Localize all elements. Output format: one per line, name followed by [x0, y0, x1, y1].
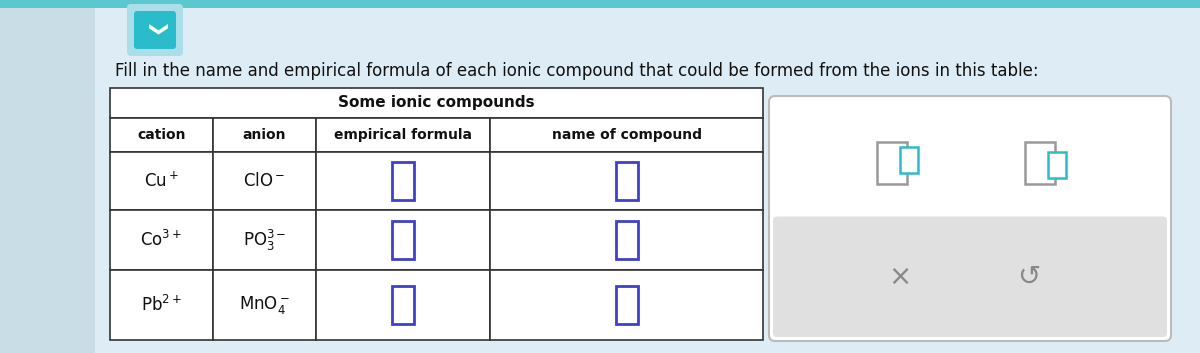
Text: anion: anion: [242, 128, 287, 142]
Bar: [392, 286, 414, 324]
Text: Fill in the name and empirical formula of each ionic compound that could be form: Fill in the name and empirical formula o…: [115, 62, 1039, 80]
Bar: [616, 221, 637, 259]
Text: ↺: ↺: [1016, 263, 1040, 291]
Bar: [214, 152, 316, 210]
Bar: [110, 118, 214, 152]
Bar: [214, 210, 316, 270]
Bar: [490, 152, 763, 210]
Bar: [110, 152, 214, 210]
Text: Co$^{3+}$: Co$^{3+}$: [140, 230, 182, 250]
Text: ClO$^-$: ClO$^-$: [244, 172, 286, 190]
Bar: [214, 118, 316, 152]
Bar: [616, 286, 637, 324]
Text: Cu$^+$: Cu$^+$: [144, 171, 179, 191]
Bar: [900, 147, 918, 173]
Bar: [490, 270, 763, 340]
FancyBboxPatch shape: [769, 96, 1171, 341]
Text: ×: ×: [888, 263, 912, 291]
FancyBboxPatch shape: [773, 216, 1166, 337]
Bar: [616, 162, 637, 200]
Bar: [490, 118, 763, 152]
Bar: [110, 88, 763, 118]
Text: ❯: ❯: [145, 22, 164, 38]
Bar: [110, 210, 214, 270]
Text: Pb$^{2+}$: Pb$^{2+}$: [142, 295, 182, 315]
Bar: [0, 0, 1200, 8]
Bar: [316, 210, 490, 270]
Bar: [490, 210, 763, 270]
Bar: [392, 221, 414, 259]
Text: MnO$_4^-$: MnO$_4^-$: [239, 294, 290, 316]
Text: name of compound: name of compound: [552, 128, 702, 142]
Bar: [1048, 152, 1066, 178]
Bar: [877, 142, 907, 184]
Bar: [316, 118, 490, 152]
Bar: [316, 270, 490, 340]
Text: cation: cation: [137, 128, 186, 142]
Bar: [0, 0, 95, 353]
Bar: [214, 270, 316, 340]
Bar: [392, 162, 414, 200]
Bar: [316, 152, 490, 210]
Text: Some ionic compounds: Some ionic compounds: [338, 96, 535, 110]
FancyBboxPatch shape: [134, 11, 176, 49]
Bar: [1025, 142, 1055, 184]
FancyBboxPatch shape: [127, 4, 182, 56]
Text: PO$_3^{3-}$: PO$_3^{3-}$: [242, 227, 287, 252]
Text: empirical formula: empirical formula: [334, 128, 472, 142]
Bar: [110, 270, 214, 340]
